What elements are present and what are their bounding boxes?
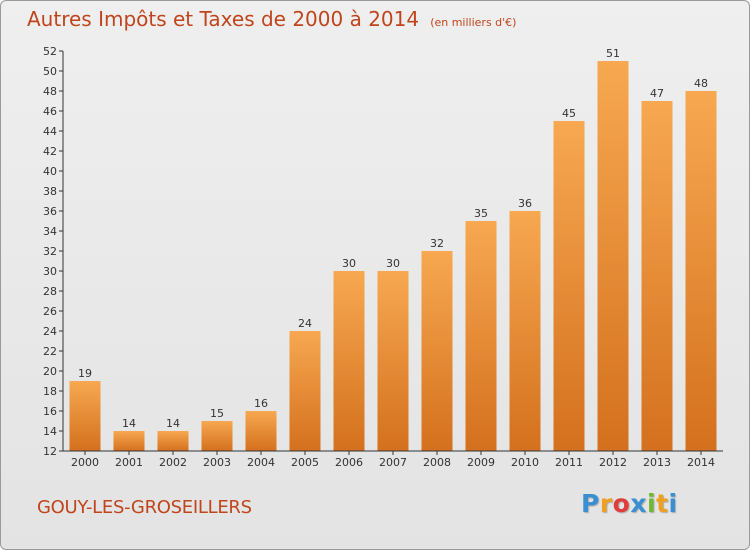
y-tick-label: 12 [43, 445, 57, 458]
data-label: 30 [342, 257, 356, 270]
data-label: 30 [386, 257, 400, 270]
bar-2007 [377, 271, 409, 451]
chart-title-block: Autres Impôts et Taxes de 2000 à 2014 (e… [27, 7, 516, 31]
location-name: GOUY-LES-GROSEILLERS [37, 497, 252, 518]
data-label: 35 [474, 207, 488, 220]
y-tick-label: 26 [43, 305, 57, 318]
logo-letter: i [647, 489, 657, 518]
bar-2011 [553, 121, 585, 451]
y-tick-label: 18 [43, 385, 57, 398]
y-tick-label: 28 [43, 285, 57, 298]
data-label: 32 [430, 237, 444, 250]
y-tick-label: 16 [43, 405, 57, 418]
x-tick-label: 2008 [423, 456, 451, 469]
data-label: 14 [166, 417, 180, 430]
data-label: 47 [650, 87, 664, 100]
data-label: 16 [254, 397, 268, 410]
y-tick-label: 14 [43, 425, 57, 438]
x-tick-label: 2004 [247, 456, 275, 469]
x-tick-label: 2007 [379, 456, 407, 469]
y-tick-label: 32 [43, 245, 57, 258]
data-label: 36 [518, 197, 532, 210]
y-tick-label: 48 [43, 85, 57, 98]
logo-letter: x [630, 489, 647, 518]
y-tick-label: 20 [43, 365, 57, 378]
bar-2009 [465, 221, 497, 451]
x-tick-label: 2009 [467, 456, 495, 469]
bar-2001 [113, 431, 145, 451]
y-tick-label: 46 [43, 105, 57, 118]
y-tick-label: 50 [43, 65, 57, 78]
y-tick-label: 42 [43, 145, 57, 158]
chart-title: Autres Impôts et Taxes de 2000 à 2014 [27, 7, 420, 31]
unit-label: (en milliers d'€) [430, 16, 517, 29]
data-label: 15 [210, 407, 224, 420]
y-tick-label: 40 [43, 165, 57, 178]
logo-letter: t [656, 489, 669, 518]
logo-letter: i [668, 489, 678, 518]
y-tick-label: 44 [43, 125, 57, 138]
bar-2004 [245, 411, 277, 451]
x-tick-label: 2002 [159, 456, 187, 469]
x-tick-label: 2003 [203, 456, 231, 469]
y-tick-label: 34 [43, 225, 57, 238]
bar-2005 [289, 331, 321, 451]
bar-2013 [641, 101, 673, 451]
y-tick-label: 38 [43, 185, 57, 198]
logo-letter: o [612, 489, 631, 518]
bar-2014 [685, 91, 717, 451]
bar-2012 [597, 61, 629, 451]
bar-2003 [201, 421, 233, 451]
y-tick-label: 22 [43, 345, 57, 358]
x-tick-label: 2013 [643, 456, 671, 469]
proxiti-logo[interactable]: Proxiti [581, 489, 678, 518]
x-tick-label: 2014 [687, 456, 715, 469]
data-label: 48 [694, 77, 708, 90]
bar-2002 [157, 431, 189, 451]
bar-2010 [509, 211, 541, 451]
bar-2006 [333, 271, 365, 451]
bar-2000 [69, 381, 101, 451]
x-tick-label: 2001 [115, 456, 143, 469]
x-tick-label: 2005 [291, 456, 319, 469]
logo-letter: P [581, 489, 600, 518]
data-label: 45 [562, 107, 576, 120]
data-label: 19 [78, 367, 92, 380]
x-tick-label: 2006 [335, 456, 363, 469]
x-tick-label: 2012 [599, 456, 627, 469]
data-label: 24 [298, 317, 312, 330]
x-tick-label: 2011 [555, 456, 583, 469]
y-tick-label: 36 [43, 205, 57, 218]
data-label: 51 [606, 47, 620, 60]
x-tick-label: 2000 [71, 456, 99, 469]
data-label: 14 [122, 417, 136, 430]
bar-2008 [421, 251, 453, 451]
y-tick-label: 24 [43, 325, 57, 338]
logo-letter: r [599, 489, 613, 518]
y-tick-label: 52 [43, 45, 57, 58]
x-tick-label: 2010 [511, 456, 539, 469]
y-tick-label: 30 [43, 265, 57, 278]
